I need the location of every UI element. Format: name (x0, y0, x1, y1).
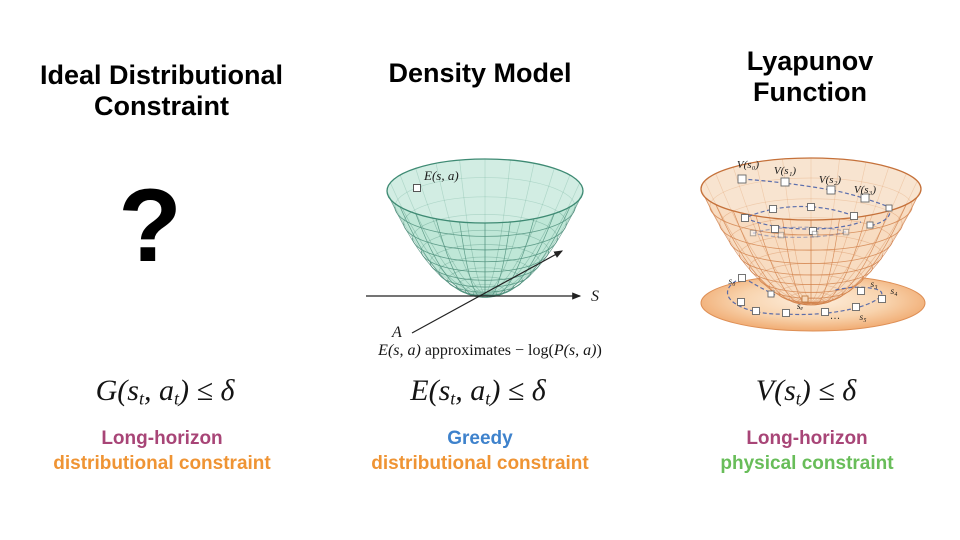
column2-title: Density Model (330, 58, 630, 89)
formula-e-part: E(s (410, 374, 451, 407)
formula-g: G(st, at) ≤ δ (40, 373, 290, 417)
column3-caption-line1: Long-horizon (746, 428, 868, 449)
energy-point-label: E(s, a) (423, 168, 459, 183)
column3-title-line1: Lyapunov (746, 46, 874, 76)
column1-caption: Long-horizon distributional constraint (17, 426, 307, 476)
v-s2-label: V(s₂) (819, 174, 841, 186)
column3-caption: Long-horizon physical constraint (662, 426, 952, 476)
column1-title: Ideal Distributional Constraint (15, 60, 308, 122)
column1-caption-line2: distributional constraint (53, 453, 271, 474)
density-bowl-wireframe (366, 158, 584, 334)
formula-g-part: ) ≤ δ (178, 374, 235, 407)
column2-title-line1: Density Model (388, 58, 572, 88)
column1-caption-line1: Long-horizon (101, 428, 223, 449)
density-model-figure: E(s, a) S A (366, 158, 599, 341)
caption-e-term: E(s, a) (378, 342, 421, 359)
s4-label: s₄ (891, 287, 898, 297)
caption-close-paren: ) (596, 342, 602, 359)
formula-g-sub: t (173, 388, 179, 409)
column3-title-line2: Function (753, 77, 867, 107)
column2-caption-line1: Greedy (447, 428, 513, 449)
lyapunov-bowl-wireframe (700, 157, 926, 332)
axis-a-label: A (391, 324, 402, 341)
formula-v-part: ) ≤ δ (800, 374, 857, 407)
formula-v: V(st) ≤ δ (681, 373, 931, 417)
s3-label: s₃ (871, 280, 878, 290)
caption-approximates: approximates (420, 342, 516, 359)
formula-g-sub: t (138, 388, 144, 409)
formula-g-part: , a (143, 374, 174, 407)
energy-point-marker (413, 184, 421, 192)
column3-caption-line2: physical constraint (720, 453, 894, 474)
formula-e-part: , a (455, 374, 486, 407)
column3-title: Lyapunov Function (664, 46, 956, 108)
formula-e-sub: t (450, 388, 456, 409)
v-s1-label: V(s₁) (774, 165, 796, 177)
trajectory-ellipsis: … (830, 310, 841, 322)
question-mark: ? (118, 168, 182, 284)
caption-log: − log( (515, 342, 554, 359)
s0-label: s₀ (729, 277, 736, 287)
v-s3-label: V(s₃) (854, 184, 876, 196)
formula-g-part: G(s (95, 374, 139, 407)
lyapunov-function-figure: V(s₀) V(s₁) V(s₂) V(s₃) s₀ s₃ s₄ sₑ s₅ … (700, 157, 926, 332)
density-figure-caption: E(s, a) approximates − log(P(s, a)) (332, 342, 648, 360)
column1-title-line2: Constraint (94, 91, 229, 121)
column2-caption-line2: distributional constraint (371, 453, 589, 474)
formula-e-part: ) ≤ δ (490, 374, 546, 407)
s5-label: s₅ (860, 313, 867, 323)
axis-s-label: S (591, 288, 599, 305)
formula-v-part: V(s (755, 374, 796, 407)
formula-v-sub: t (795, 388, 801, 409)
v-s0-label: V(s₀) (737, 159, 759, 171)
caption-p-term: P(s, a) (553, 342, 597, 359)
formula-e: E(st, at) ≤ δ (353, 373, 603, 417)
se-label: sₑ (797, 302, 804, 312)
column1-title-line1: Ideal Distributional (39, 60, 284, 90)
column2-caption: Greedy distributional constraint (330, 426, 630, 476)
formula-e-sub: t (485, 388, 491, 409)
